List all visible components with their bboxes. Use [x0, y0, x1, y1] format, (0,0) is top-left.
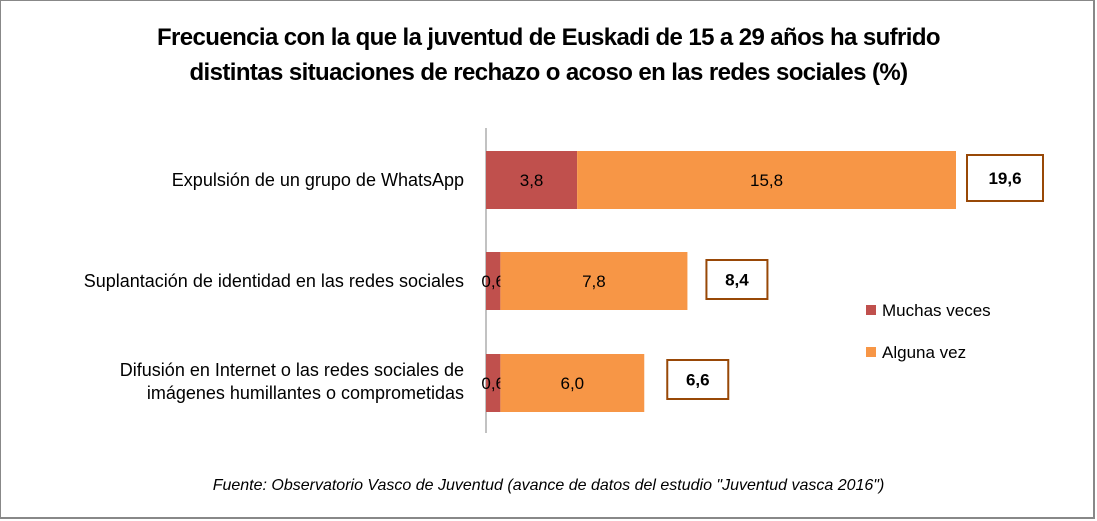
bar-muchas-veces-0	[486, 151, 578, 209]
legend-swatch-alguna-vez	[866, 347, 876, 357]
data-label-alguna-vez-2: 6,0	[561, 374, 585, 393]
chart-source-note: Fuente: Observatorio Vasco de Juventud (…	[212, 477, 885, 494]
total-label-2: 6,6	[686, 371, 710, 390]
chart-title-line-2: distintas situaciones de rechazo o acoso…	[189, 59, 908, 86]
total-box-0	[966, 154, 1044, 202]
bar-alguna-vez-1	[500, 252, 688, 310]
category-label-difusion: Difusión en Internet o las redes sociale…	[120, 359, 464, 405]
legend-item-alguna-vez: Alguna vez	[866, 343, 966, 363]
category-label-suplantacion: Suplantación de identidad en las redes s…	[84, 270, 464, 293]
legend-swatch-muchas-veces	[866, 305, 876, 315]
legend-label-muchas-veces: Muchas veces	[882, 301, 991, 320]
category-label-text: Suplantación de identidad en las redes s…	[83, 271, 464, 291]
total-label-0: 19,6	[988, 169, 1021, 188]
data-label-muchas-veces-2: 0,6	[481, 374, 505, 393]
chart-title-line-1: Frecuencia con la que la juventud de Eus…	[157, 24, 941, 51]
data-label-muchas-veces-0: 3,8	[520, 171, 544, 190]
bar-alguna-vez-0	[577, 151, 956, 209]
total-box-2	[666, 359, 730, 400]
category-label-text: Expulsión de un grupo de WhatsApp	[171, 170, 464, 190]
bar-alguna-vez-2	[500, 354, 645, 412]
data-label-muchas-veces-1: 0,6	[481, 272, 505, 291]
data-label-alguna-vez-1: 7,8	[582, 272, 606, 291]
total-label-1: 8,4	[725, 271, 749, 290]
bar-muchas-veces-1	[486, 252, 501, 310]
category-label-whatsapp: Expulsión de un grupo de WhatsApp	[172, 169, 464, 192]
data-label-alguna-vez-0: 15,8	[750, 171, 783, 190]
bar-muchas-veces-2	[486, 354, 501, 412]
category-label-text-line-1: Difusión en Internet o las redes sociale…	[119, 360, 464, 380]
total-box-1	[705, 259, 769, 300]
legend-item-muchas-veces: Muchas veces	[866, 301, 991, 321]
category-label-text-line-2: imágenes humillantes o comprometidas	[146, 383, 464, 403]
legend-label-alguna-vez: Alguna vez	[882, 343, 967, 362]
